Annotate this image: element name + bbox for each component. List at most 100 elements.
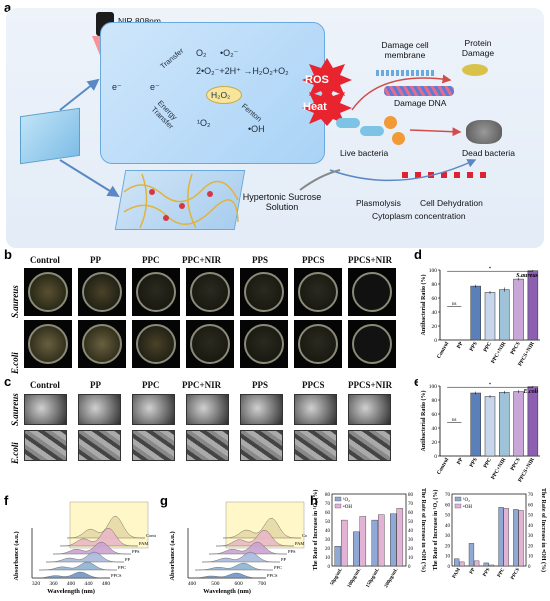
superoxide-label: •O₂⁻ (220, 48, 239, 58)
spectrum-series (209, 541, 287, 555)
series-label: PAM (139, 541, 148, 546)
y2-tick-label: 60 (408, 511, 414, 516)
bar (513, 278, 524, 341)
spectrum-series (59, 527, 138, 547)
spectrum-series (32, 571, 110, 579)
y2-tick-label: 10 (528, 555, 534, 560)
x-tick-label: PP (456, 456, 465, 465)
col-ppcs-nir: PPCS+NIR (348, 255, 393, 265)
sem-col-control: Control (30, 380, 60, 390)
sem-col-pp: PP (90, 380, 101, 390)
y-tick-label: 50 (325, 520, 331, 525)
bar (341, 519, 348, 567)
sig-label: * (489, 267, 492, 272)
x-tick-label: 50μg/mL (330, 567, 344, 587)
legend-swatch (454, 496, 462, 502)
bar (503, 508, 509, 567)
bar (518, 510, 524, 567)
y-tick-label: 20 (432, 440, 438, 446)
legend-label: •OH (463, 505, 472, 510)
row-ecoli: E.coli (10, 352, 20, 374)
y2-tick-label: 10 (408, 556, 414, 561)
y2-tick-label: 70 (528, 493, 534, 498)
damage-membrane-label: Damage cell membrane (381, 40, 429, 60)
x-tick-label: PPCS (510, 341, 522, 356)
y2-tick-label: 50 (528, 514, 534, 519)
nir-label: NIR 808nm (118, 16, 161, 26)
spectrum-series (66, 515, 145, 539)
y2-tick-label: 30 (528, 534, 534, 539)
col-control: Control (30, 255, 60, 265)
live-bacteria-icon-4 (392, 132, 405, 145)
plate (186, 320, 234, 368)
sem-image (294, 430, 337, 461)
x-tick-label: PP (456, 340, 465, 349)
h2o2-bubble (206, 86, 242, 104)
x-axis-label: Wavelength (nm) (47, 588, 95, 595)
spectrum-series (188, 572, 266, 579)
series-label: PPC (118, 565, 126, 570)
bar (459, 561, 465, 567)
y-tick-label: 100 (429, 268, 438, 274)
panel-letter-h: h (310, 493, 318, 508)
plate-grid (24, 268, 402, 368)
bar (454, 558, 460, 567)
bar (499, 392, 510, 457)
col-ppc: PPC (142, 255, 160, 265)
hypertonic-label: Hypertonic Sucrose Solution (242, 192, 322, 212)
spectrum-series (216, 529, 294, 547)
bar (498, 507, 504, 567)
x-tick-label: PPC (483, 457, 494, 469)
y-tick-label: 40 (432, 426, 438, 432)
panel-letter-b: b (4, 247, 12, 262)
ros-heat-bursts (302, 58, 352, 126)
bar (378, 514, 385, 567)
protein-icon (462, 64, 488, 76)
x-tick-label: PPCS (510, 567, 521, 581)
y-tick-label: 20 (445, 544, 451, 549)
x-tick-label: 600 (235, 581, 244, 587)
series-label: PAM (295, 541, 304, 546)
legend-swatch (454, 503, 462, 509)
polymer-network (123, 173, 239, 229)
plate (294, 268, 342, 316)
y2-tick-label: 0 (528, 565, 531, 570)
chart-legend: S.aureus (516, 273, 539, 279)
bar (470, 392, 481, 457)
x-tick-label: 150μg/mL (366, 567, 382, 589)
schematic-arrows (59, 74, 477, 198)
o2-label: O₂ (196, 48, 207, 58)
y2-tick-label: 80 (408, 493, 414, 498)
series-label: PPCS (267, 573, 278, 578)
sem-col-ppc-nir: PPC+NIR (182, 380, 222, 390)
sig-label: * (489, 383, 492, 388)
y2-tick-label: 50 (408, 520, 414, 525)
sem-image (132, 394, 175, 425)
y-tick-label: 0 (448, 565, 451, 570)
bar (334, 546, 342, 567)
bar (483, 562, 489, 567)
col-ppcs: PPCS (302, 255, 325, 265)
x-tick-label: PAM (452, 567, 462, 579)
series-label: PPS (288, 549, 296, 554)
col-pps: PPS (252, 255, 269, 265)
live-bacteria-icon (336, 118, 360, 128)
bar (359, 516, 367, 567)
sem-image (24, 394, 67, 425)
y2-tick-label: 30 (408, 538, 414, 543)
legend-label: ¹O₂ (463, 497, 470, 503)
y2-tick-label: 0 (408, 565, 411, 570)
series-label: PPCS (111, 573, 122, 578)
bar (527, 270, 539, 341)
panel-letter-a: a (4, 0, 12, 15)
x-tick-label: PPCS (510, 457, 522, 472)
bar (484, 396, 496, 457)
y2-tick-label: 20 (408, 547, 414, 552)
legend-swatch (334, 503, 342, 509)
sem-col-ppc: PPC (142, 380, 160, 390)
spectrum-series (39, 561, 117, 571)
